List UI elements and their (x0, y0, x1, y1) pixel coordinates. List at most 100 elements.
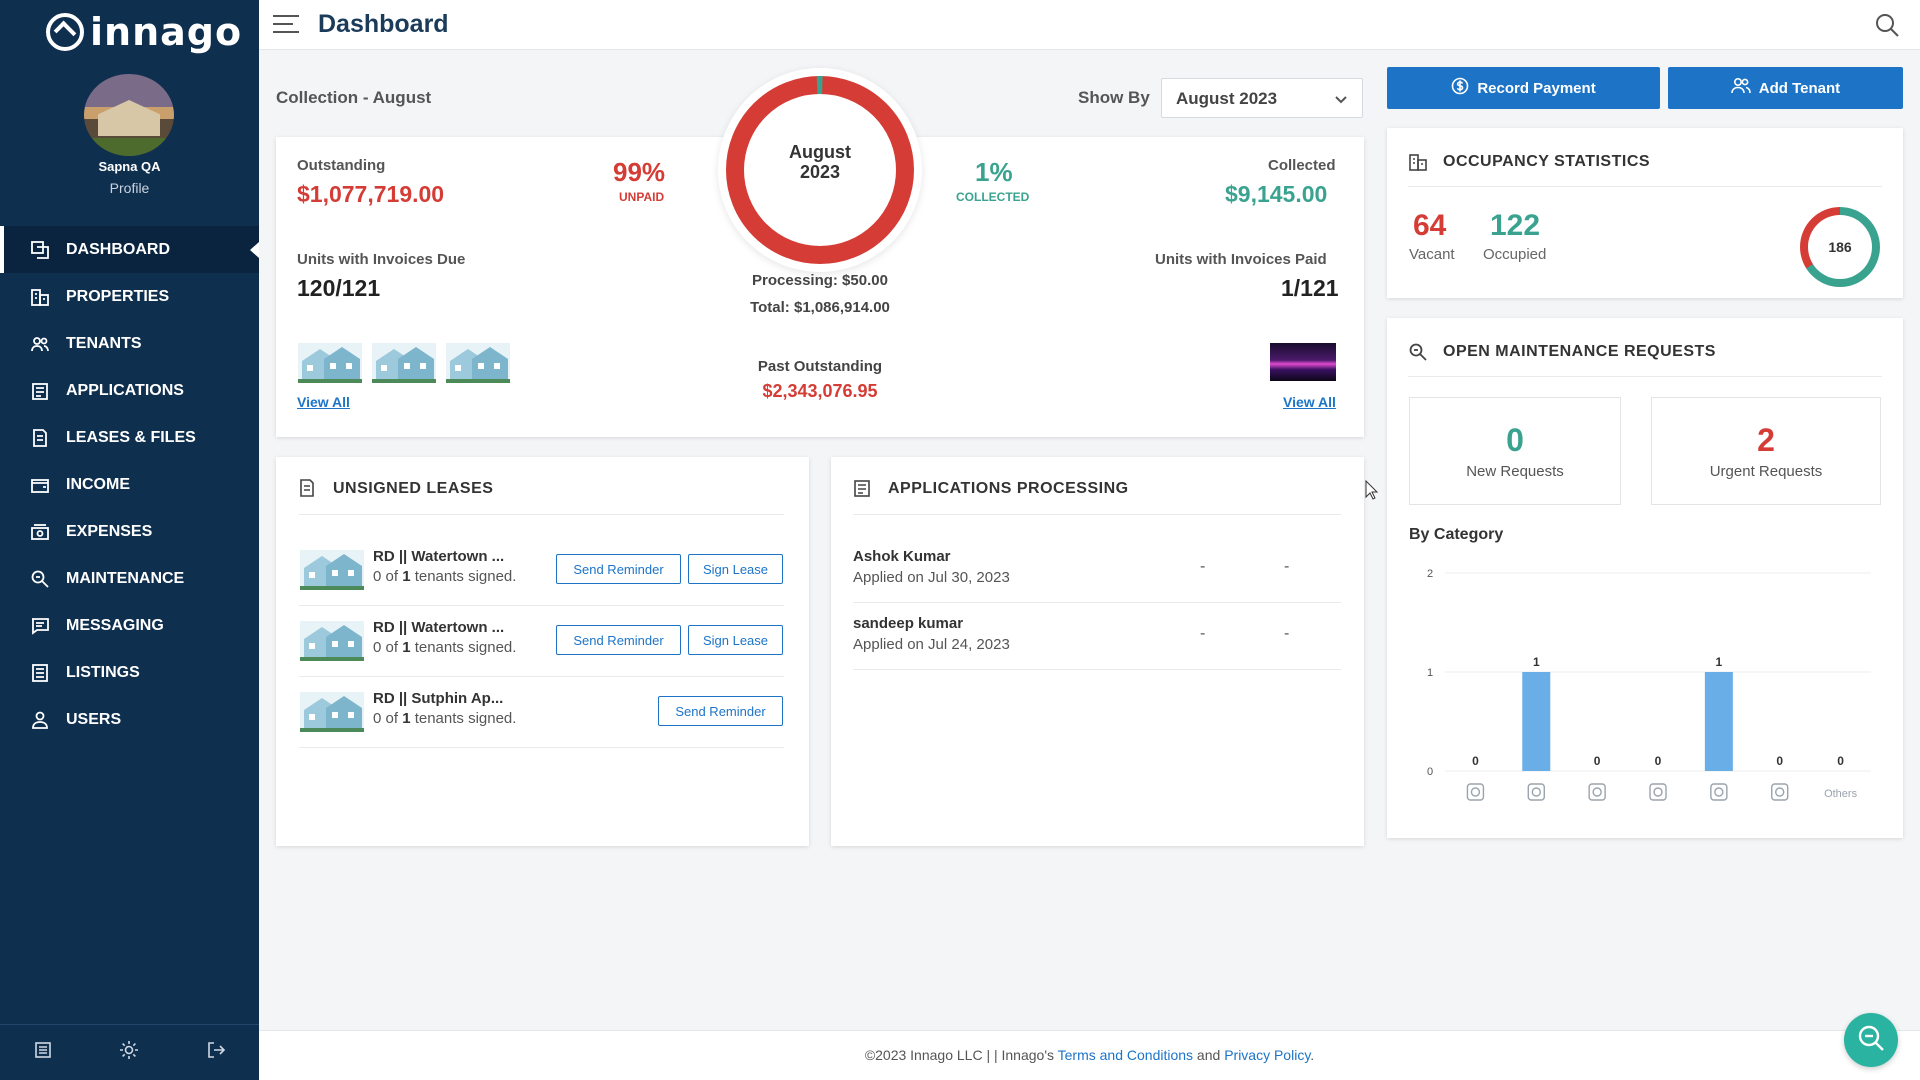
copyright-text: ©2023 Innago LLC | | Innago's (864, 1047, 1058, 1063)
occupancy-title: OCCUPANCY STATISTICS (1443, 153, 1651, 170)
new-requests-count: 0 (1506, 422, 1524, 458)
sign-lease-button[interactable]: Sign Lease (688, 554, 783, 584)
stove-icon (1588, 783, 1606, 801)
applicant-name: Ashok Kumar (853, 548, 951, 565)
footer-end: . (1310, 1047, 1315, 1063)
logo-icon (46, 13, 84, 51)
maintenance-category-chart: 0 1 2 0 1 0 0 1 0 0 Others (1427, 568, 1871, 801)
maintenance-title: OPEN MAINTENANCE REQUESTS (1443, 343, 1716, 360)
lease-name[interactable]: RD || Watertown ... (373, 619, 505, 636)
application-row[interactable]: sandeep kumar Applied on Jul 24, 2023 - … (853, 603, 1341, 670)
view-all-due-link[interactable]: View All (297, 394, 350, 410)
sign-lease-button[interactable]: Sign Lease (688, 625, 783, 655)
notes-icon[interactable] (33, 1040, 53, 1065)
search-icon[interactable] (1874, 12, 1900, 43)
sidebar-item-properties[interactable]: PROPERTIES (0, 273, 259, 320)
footer: ©2023 Innago LLC | | Innago's Terms and … (259, 1030, 1920, 1080)
send-reminder-button[interactable]: Send Reminder (556, 625, 681, 655)
property-thumbnail-2[interactable] (372, 343, 436, 383)
urgent-requests-box[interactable]: 2 Urgent Requests (1651, 397, 1881, 505)
profile-link[interactable]: Profile (109, 180, 150, 196)
application-col1: - (1200, 558, 1206, 575)
vacant-count: 64 (1413, 209, 1447, 242)
sidebar: innago Sapna QA Profile DASHBOARD PROPER… (0, 0, 259, 1080)
sidebar-item-applications[interactable]: APPLICATIONS (0, 367, 259, 414)
donut-center-label: August 2023 (718, 142, 922, 182)
sidebar-item-label: PROPERTIES (66, 287, 170, 305)
sidebar-item-label: INCOME (66, 475, 130, 493)
bar-value-label: 0 (1776, 754, 1783, 768)
sidebar-item-expenses[interactable]: EXPENSES (0, 508, 259, 555)
property-thumbnail-3[interactable] (446, 343, 510, 383)
view-all-paid-link[interactable]: View All (1283, 394, 1336, 410)
occupied-count: 122 (1490, 209, 1541, 242)
sidebar-item-label: MESSAGING (66, 616, 164, 634)
sidebar-footer (0, 1024, 259, 1080)
terms-link[interactable]: Terms and Conditions (1057, 1047, 1194, 1063)
privacy-link[interactable]: Privacy Policy (1224, 1047, 1311, 1063)
top-bar: Dashboard (259, 0, 1920, 50)
innago-logo[interactable]: innago (46, 10, 242, 54)
sidebar-item-tenants[interactable]: TENANTS (0, 320, 259, 367)
application-col1: - (1200, 625, 1206, 642)
property-thumbnail-1[interactable] (298, 343, 362, 383)
past-outstanding-value: $2,343,076.95 (762, 381, 878, 401)
sidebar-item-listings[interactable]: LISTINGS (0, 649, 259, 696)
logout-icon[interactable] (206, 1040, 226, 1065)
lease-property-thumbnail (300, 692, 364, 732)
sidebar-item-maintenance[interactable]: MAINTENANCE (0, 555, 259, 602)
document-icon (298, 478, 316, 503)
menu-toggle-icon[interactable] (273, 15, 299, 35)
lease-name[interactable]: RD || Sutphin Ap... (373, 690, 504, 707)
show-by-value: August 2023 (1176, 89, 1278, 108)
avatar[interactable] (84, 74, 174, 156)
sidebar-nav: DASHBOARD PROPERTIES TENANTS APPLICATION… (0, 226, 259, 743)
application-row[interactable]: Ashok Kumar Applied on Jul 30, 2023 - - (853, 536, 1341, 603)
lease-row: RD || Watertown ... 0 of 1 tenants signe… (299, 536, 784, 606)
show-by-label: Show By (1078, 88, 1150, 107)
units-paid-label: Units with Invoices Paid (1155, 251, 1327, 268)
lamp-icon (1466, 783, 1485, 801)
divider (299, 514, 784, 515)
divider (853, 514, 1341, 515)
unpaid-percent: 99% (613, 157, 666, 187)
application-col2: - (1284, 625, 1290, 642)
chat-support-button[interactable] (1844, 1013, 1898, 1067)
sidebar-item-leases-files[interactable]: LEASES & FILES (0, 414, 259, 461)
x-tick-label: Others (1824, 788, 1858, 800)
donut-collected-arc (726, 76, 914, 264)
clipboard-icon (853, 478, 871, 503)
lease-name[interactable]: RD || Watertown ... (373, 548, 505, 565)
lease-status: 0 of 1 tenants signed. (373, 710, 517, 727)
add-tenant-button[interactable]: Add Tenant (1668, 67, 1903, 109)
sidebar-item-label: DASHBOARD (66, 240, 170, 258)
paid-property-thumbnail[interactable] (1270, 343, 1336, 381)
record-payment-button[interactable]: Record Payment (1387, 67, 1660, 109)
unsigned-leases-title: UNSIGNED LEASES (333, 480, 494, 497)
users-icon (30, 334, 50, 354)
total-amount: Total: $1,086,914.00 (750, 299, 890, 316)
washer-icon (1771, 783, 1789, 801)
gear-icon[interactable] (118, 1039, 140, 1066)
bar-value-label: 1 (1716, 655, 1723, 669)
sidebar-item-dashboard[interactable]: DASHBOARD (0, 226, 259, 273)
sidebar-item-label: APPLICATIONS (66, 381, 184, 399)
clipboard-icon (30, 381, 50, 401)
show-by-select[interactable]: August 2023 (1161, 78, 1363, 118)
send-reminder-button[interactable]: Send Reminder (658, 696, 783, 726)
building-icon (1408, 152, 1428, 177)
footer-and: and (1193, 1047, 1225, 1063)
applications-card (831, 457, 1364, 846)
units-due-value: 120/121 (297, 275, 381, 301)
new-requests-box[interactable]: 0 New Requests (1409, 397, 1621, 505)
y-tick-label: 2 (1427, 568, 1433, 580)
y-tick-label: 0 (1427, 766, 1433, 778)
y-tick-label: 1 (1427, 667, 1433, 679)
sidebar-item-messaging[interactable]: MESSAGING (0, 602, 259, 649)
sidebar-item-income[interactable]: INCOME (0, 461, 259, 508)
donut-month: August (789, 142, 851, 162)
sidebar-item-users[interactable]: USERS (0, 696, 259, 743)
logo-text: innago (90, 10, 243, 54)
send-reminder-button[interactable]: Send Reminder (556, 554, 681, 584)
category-bar (1522, 672, 1551, 771)
